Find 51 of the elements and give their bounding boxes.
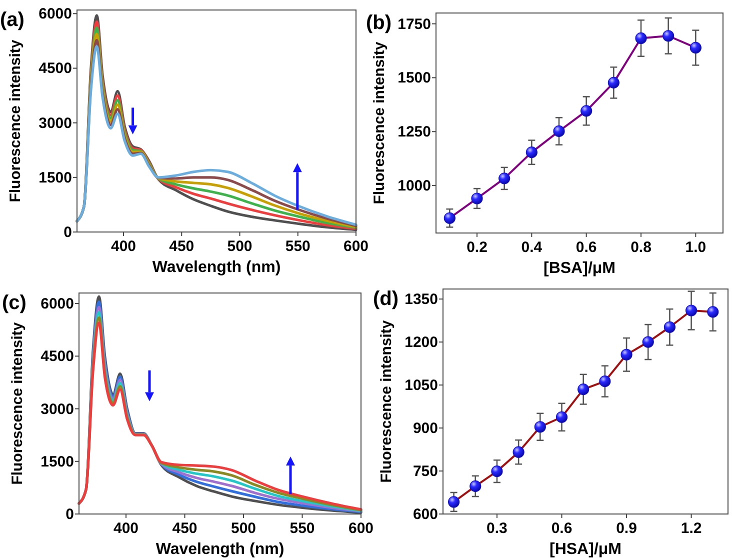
x-tick-label: 600 — [348, 520, 374, 537]
x-tick-label: 500 — [230, 520, 256, 537]
y-axis-title: Fluorescence intensity — [371, 41, 388, 204]
x-tick-label: 0.6 — [551, 520, 572, 537]
y-tick-label: 1250 — [398, 124, 431, 141]
chart-title: (b) — [366, 12, 392, 34]
y-tick-label: 1200 — [404, 334, 438, 352]
x-tick-label: 0.6 — [576, 239, 597, 256]
x-tick-label: 1.0 — [685, 239, 706, 256]
y-tick-label: 1500 — [38, 169, 72, 186]
chart-title: (d) — [373, 288, 399, 310]
x-tick-label: 400 — [110, 238, 136, 255]
x-tick-label: 0.3 — [486, 520, 508, 537]
y-tick-label: 3000 — [40, 400, 74, 418]
x-tick-label: 1.2 — [680, 520, 702, 537]
y-axis-title: Fluorescence intensity — [9, 322, 26, 485]
y-axis-title: Fluorescence intensity — [7, 39, 24, 202]
y-tick-label: 1050 — [404, 377, 438, 394]
x-axis-title: Wavelength (nm) — [152, 259, 281, 276]
x-tick-label: 450 — [172, 520, 198, 537]
x-tick-label: 0.2 — [466, 239, 488, 256]
y-tick-label: 1750 — [398, 16, 431, 33]
y-tick-label: 900 — [412, 420, 438, 438]
y-axis-title: Fluorescence intensity — [378, 320, 395, 483]
y-tick-label: 6000 — [38, 6, 72, 23]
x-tick-label: 0.8 — [630, 239, 652, 256]
x-tick-label: 600 — [343, 238, 369, 255]
x-tick-label: 550 — [290, 520, 315, 537]
y-tick-label: 600 — [412, 506, 438, 523]
y-tick-label: 4500 — [38, 60, 72, 78]
y-tick-label: 0 — [66, 506, 74, 523]
y-tick-label: 750 — [412, 463, 438, 480]
y-tick-label: 1000 — [398, 178, 431, 195]
x-tick-label: 400 — [113, 520, 139, 537]
x-axis-title: Wavelength (nm) — [156, 541, 284, 558]
y-tick-label: 1500 — [40, 453, 74, 470]
y-tick-label: 3000 — [38, 114, 72, 132]
y-tick-label: 1350 — [404, 291, 438, 308]
y-tick-label: 1500 — [398, 70, 431, 87]
y-tick-label: 4500 — [40, 348, 74, 366]
x-tick-label: 0.9 — [616, 520, 637, 537]
x-tick-label: 0.4 — [521, 239, 543, 256]
x-tick-label: 550 — [285, 238, 310, 255]
x-tick-label: 500 — [227, 238, 252, 255]
y-tick-label: 6000 — [40, 296, 74, 313]
x-tick-label: 450 — [169, 238, 194, 255]
y-tick-label: 0 — [64, 224, 72, 241]
x-axis-title: [HSA]/μM — [550, 541, 622, 558]
chart-title: (a) — [0, 9, 24, 31]
chart-title: (c) — [2, 292, 26, 314]
x-axis-title: [BSA]/μM — [544, 260, 616, 277]
